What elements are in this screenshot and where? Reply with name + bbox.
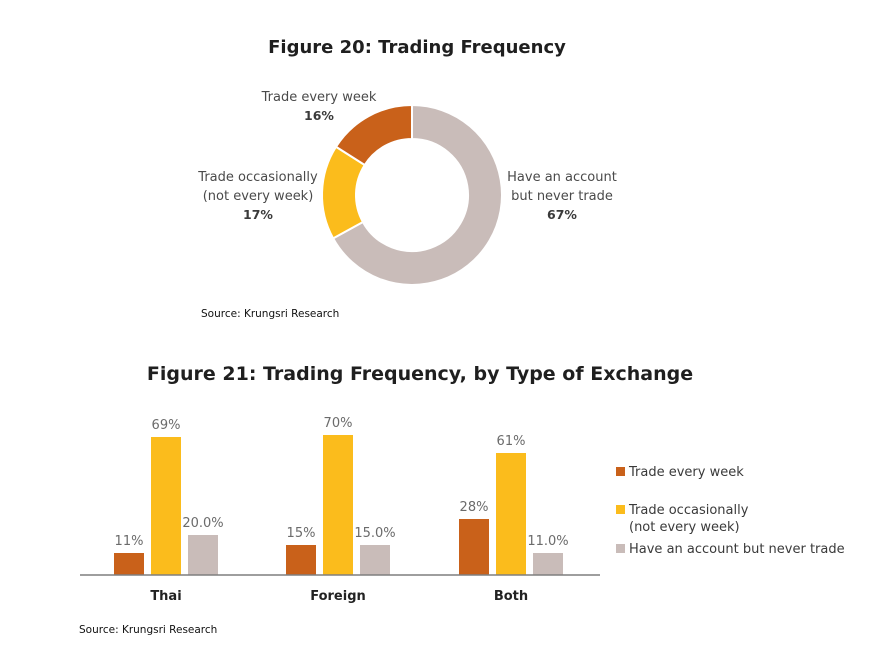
category-label-both: Both [494,589,528,604]
donut-label-1-line-1: (not every week) [203,189,314,204]
legend-label-2-line-0: Have an account but never trade [629,542,845,557]
donut-label-0-line-1: but never trade [511,189,613,204]
bar-value-label: 69% [152,418,181,433]
bar-value-label: 20.0% [182,516,223,531]
legend: Trade every week Trade occasionally (not e… [616,465,845,557]
donut-pct-1: 17% [243,207,273,222]
bar-value-label: 11.0% [527,534,568,549]
donut-label-2-line-0: Trade every week [261,90,377,105]
bar-thai-series2 [188,535,218,575]
bar-thai-series0 [114,553,144,575]
figure20-source: Source: Krungsri Research [201,308,339,320]
donut-label-1-line-0: Trade occasionally [197,170,318,185]
bar-thai-series1 [151,437,181,575]
donut-label-0-line-0: Have an account [507,170,617,185]
legend-swatch-1 [616,505,625,514]
bar-value-label: 15% [287,526,316,541]
legend-label-1-line-0: Trade occasionally [628,503,749,518]
bar-value-label: 11% [115,534,144,549]
bar-value-label: 28% [460,500,489,515]
bar-foreign-series2 [360,545,390,575]
bar-value-label: 15.0% [354,526,395,541]
figure20-title: Figure 20: Trading Frequency [268,37,566,58]
bar-value-label: 70% [324,416,353,431]
bar-foreign-series1 [323,435,353,575]
legend-label-1-line-1: (not every week) [629,520,740,535]
bar-value-label: 61% [497,434,526,449]
donut-slice-2 [334,103,413,167]
donut-pct-0: 67% [547,207,577,222]
category-label-foreign: Foreign [310,589,366,604]
bar-both-series0 [459,519,489,575]
bar-chart: 11% 15% 28% 69% 70% 61% 20.0% 15.0% 11.0% [114,416,569,575]
legend-swatch-0 [616,467,625,476]
bar-foreign-series0 [286,545,316,575]
donut-labels: Have an account but never trade 67% Trade o… [197,90,617,222]
legend-label-0-line-0: Trade every week [628,465,744,480]
donut-pct-2: 16% [304,108,334,123]
donut-chart [321,103,503,286]
category-labels: Thai Foreign Both [150,589,528,604]
category-label-thai: Thai [150,589,181,604]
figure21-source: Source: Krungsri Research [79,624,217,636]
donut-slice-0 [331,103,503,286]
bar-both-series2 [533,553,563,575]
figure21-title: Figure 21: Trading Frequency, by Type of… [147,363,693,385]
legend-swatch-2 [616,544,625,553]
bar-both-series1 [496,453,526,575]
